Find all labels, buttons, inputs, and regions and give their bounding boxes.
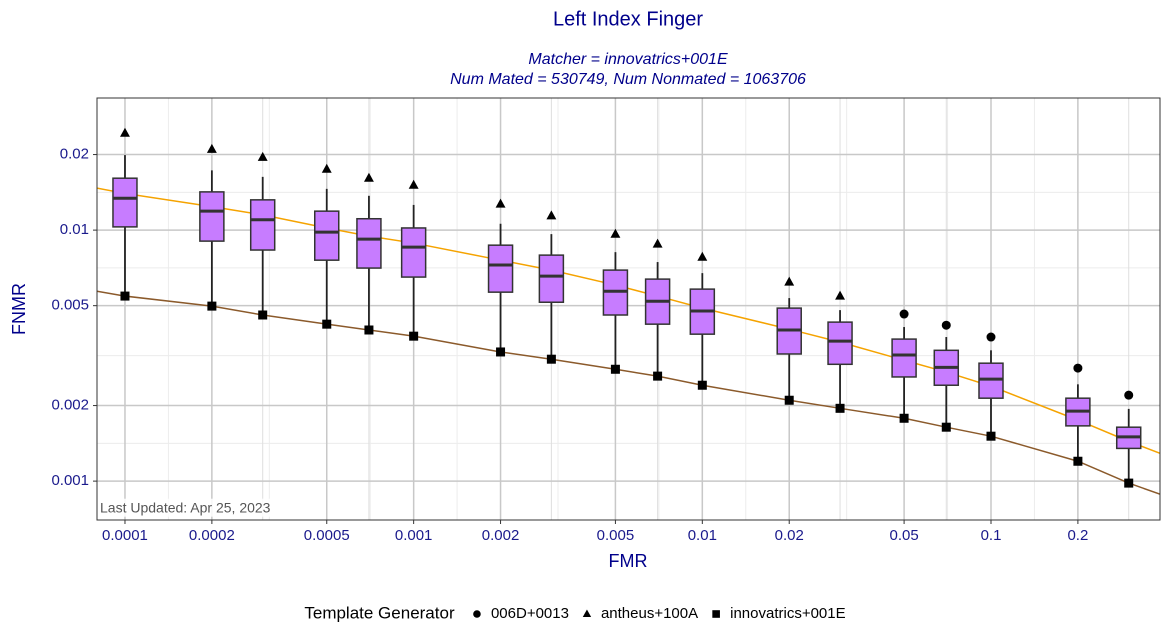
- legend-label: antheus+100A: [601, 605, 698, 622]
- x-tick-label: 0.0002: [189, 527, 235, 544]
- point: [652, 238, 663, 248]
- legend-marker: [582, 609, 592, 618]
- box: [112, 177, 138, 228]
- point: [546, 210, 557, 220]
- point: [1124, 478, 1134, 488]
- x-tick-label: 0.05: [889, 527, 918, 544]
- point: [1073, 456, 1083, 466]
- x-tick-label: 0.01: [688, 527, 717, 544]
- point: [899, 309, 909, 319]
- legend-label: innovatrics+001E: [730, 605, 846, 622]
- box: [827, 321, 853, 366]
- box: [538, 254, 565, 303]
- x-tick-label: 0.0001: [102, 527, 148, 544]
- point: [495, 198, 506, 208]
- box: [199, 191, 225, 242]
- chart-title: Left Index Finger: [553, 8, 703, 30]
- point: [986, 332, 996, 342]
- x-tick-label: 0.02: [775, 527, 804, 544]
- box: [891, 338, 917, 378]
- y-tick-label: 0.002: [51, 397, 89, 414]
- point: [784, 395, 794, 405]
- point: [120, 127, 130, 137]
- point: [321, 163, 332, 173]
- point: [409, 331, 419, 341]
- point: [322, 319, 332, 329]
- y-tick-label: 0.01: [60, 221, 89, 238]
- point: [363, 172, 374, 182]
- point: [207, 301, 217, 311]
- legend-title: Template Generator: [304, 603, 455, 622]
- legend-marker: [712, 610, 720, 618]
- x-tick-label: 0.002: [482, 527, 520, 544]
- chart-subtitle: Num Mated = 530749, Num Nonmated = 10637…: [450, 71, 806, 88]
- point: [941, 422, 951, 432]
- point: [364, 325, 374, 335]
- box: [978, 362, 1004, 399]
- box: [400, 227, 427, 278]
- annotation: Last Updated: Apr 25, 2023: [100, 500, 271, 516]
- box: [487, 244, 514, 293]
- x-tick-label: 0.005: [597, 527, 635, 544]
- point: [610, 364, 620, 374]
- annotation-bg: [98, 498, 273, 517]
- y-tick-label: 0.001: [51, 472, 89, 489]
- plot-border: [96, 97, 1161, 521]
- point: [206, 143, 217, 153]
- legend-marker: [473, 610, 481, 618]
- x-tick-label: 0.2: [1067, 527, 1088, 544]
- point: [653, 371, 663, 381]
- point: [496, 347, 506, 357]
- y-tick-label: 0.02: [60, 146, 89, 163]
- y-axis-label: FNMR: [9, 283, 29, 335]
- x-tick-label: 0.001: [395, 527, 433, 544]
- fit-line: [97, 290, 1160, 495]
- point: [120, 291, 130, 301]
- point: [408, 179, 419, 189]
- point: [784, 276, 795, 286]
- x-tick-label: 0.1: [981, 527, 1002, 544]
- point: [1124, 390, 1134, 400]
- x-tick-label: 0.0005: [304, 527, 350, 544]
- point: [258, 310, 268, 320]
- point: [697, 251, 708, 261]
- legend-label: 006D+0013: [491, 605, 569, 622]
- point: [546, 354, 556, 364]
- point: [1073, 363, 1083, 373]
- point: [986, 431, 996, 441]
- chart-subtitle: Matcher = innovatrics+001E: [528, 51, 728, 68]
- box: [356, 217, 382, 269]
- y-tick-label: 0.005: [51, 297, 89, 314]
- point: [257, 151, 268, 161]
- box: [249, 199, 276, 251]
- point: [835, 290, 846, 300]
- point: [610, 228, 621, 238]
- point: [941, 320, 951, 330]
- point: [697, 380, 707, 390]
- point: [835, 403, 845, 413]
- box: [313, 210, 340, 261]
- x-axis-label: FMR: [609, 551, 648, 571]
- point: [899, 413, 909, 423]
